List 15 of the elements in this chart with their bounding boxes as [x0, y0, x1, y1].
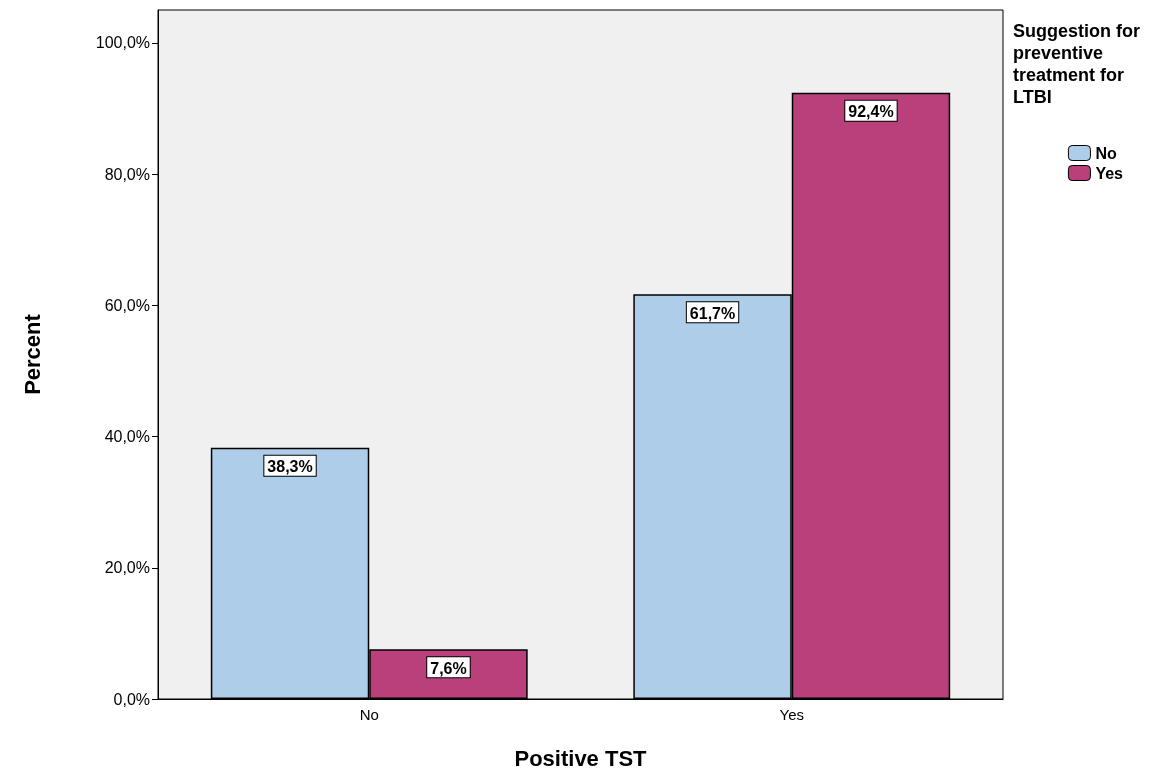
y-tick-label: 20,0%: [104, 559, 150, 577]
data-label: 38,3%: [267, 458, 313, 476]
legend-title: Suggestion for preventive treatment for LTBI: [1013, 21, 1145, 107]
x-axis-title: Positive TST: [514, 745, 648, 771]
y-tick-label: 100,0%: [95, 34, 150, 52]
data-label: 61,7%: [689, 304, 736, 322]
data-label: 92,4%: [848, 103, 894, 121]
y-axis-title: Percent: [19, 313, 45, 395]
data-label: 7,6%: [430, 659, 467, 677]
legend-label: No: [1095, 144, 1117, 162]
legend-label: Yes: [1095, 164, 1124, 182]
y-tick-label: 40,0%: [104, 428, 150, 446]
y-tick-label: 0,0%: [113, 690, 150, 708]
y-tick-label: 60,0%: [104, 296, 150, 314]
y-tick-label: 80,0%: [104, 165, 150, 183]
